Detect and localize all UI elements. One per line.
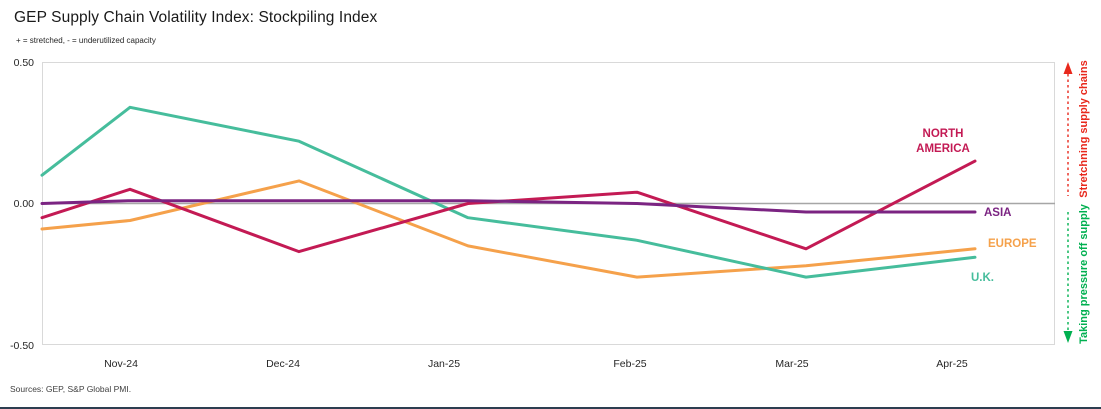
down-arrow-icon	[1063, 331, 1073, 343]
x-tick-nov24: Nov-24	[104, 358, 138, 370]
label-asia: ASIA	[984, 207, 1011, 219]
line-north-america	[40, 159, 977, 254]
source-note: Sources: GEP, S&P Global PMI.	[10, 384, 132, 394]
pressure-off-label: Taking pressure off supply	[1078, 203, 1090, 344]
x-tick-apr25: Apr-25	[936, 358, 968, 370]
x-tick-mar25: Mar-25	[775, 358, 808, 370]
up-arrow-icon	[1063, 62, 1073, 74]
line-uk	[40, 105, 977, 279]
x-tick-jan25: Jan-25	[428, 358, 460, 370]
pressure-off-annotation: Taking pressure off supply	[1063, 203, 1090, 344]
y-tick-top: 0.50	[14, 57, 35, 69]
label-north-america-line2: AMERICA	[916, 143, 970, 155]
y-tick-zero: 0.00	[14, 198, 35, 210]
x-tick-dec24: Dec-24	[266, 358, 300, 370]
label-north-america-line1: NORTH	[923, 128, 964, 140]
chart-subtitle: + = stretched, - = underutilized capacit…	[16, 36, 156, 45]
stretching-label: Stretchning supply chains	[1078, 60, 1090, 198]
y-tick-bottom: -0.50	[10, 340, 34, 352]
chart-title: GEP Supply Chain Volatility Index: Stock…	[14, 9, 378, 26]
label-uk: U.K.	[971, 272, 994, 284]
line-asia	[40, 199, 977, 214]
stretching-annotation: Stretchning supply chains	[1063, 60, 1090, 198]
x-tick-feb25: Feb-25	[613, 358, 646, 370]
line-europe	[40, 179, 977, 279]
label-europe: EUROPE	[988, 238, 1037, 250]
bottom-rule	[0, 407, 1101, 409]
